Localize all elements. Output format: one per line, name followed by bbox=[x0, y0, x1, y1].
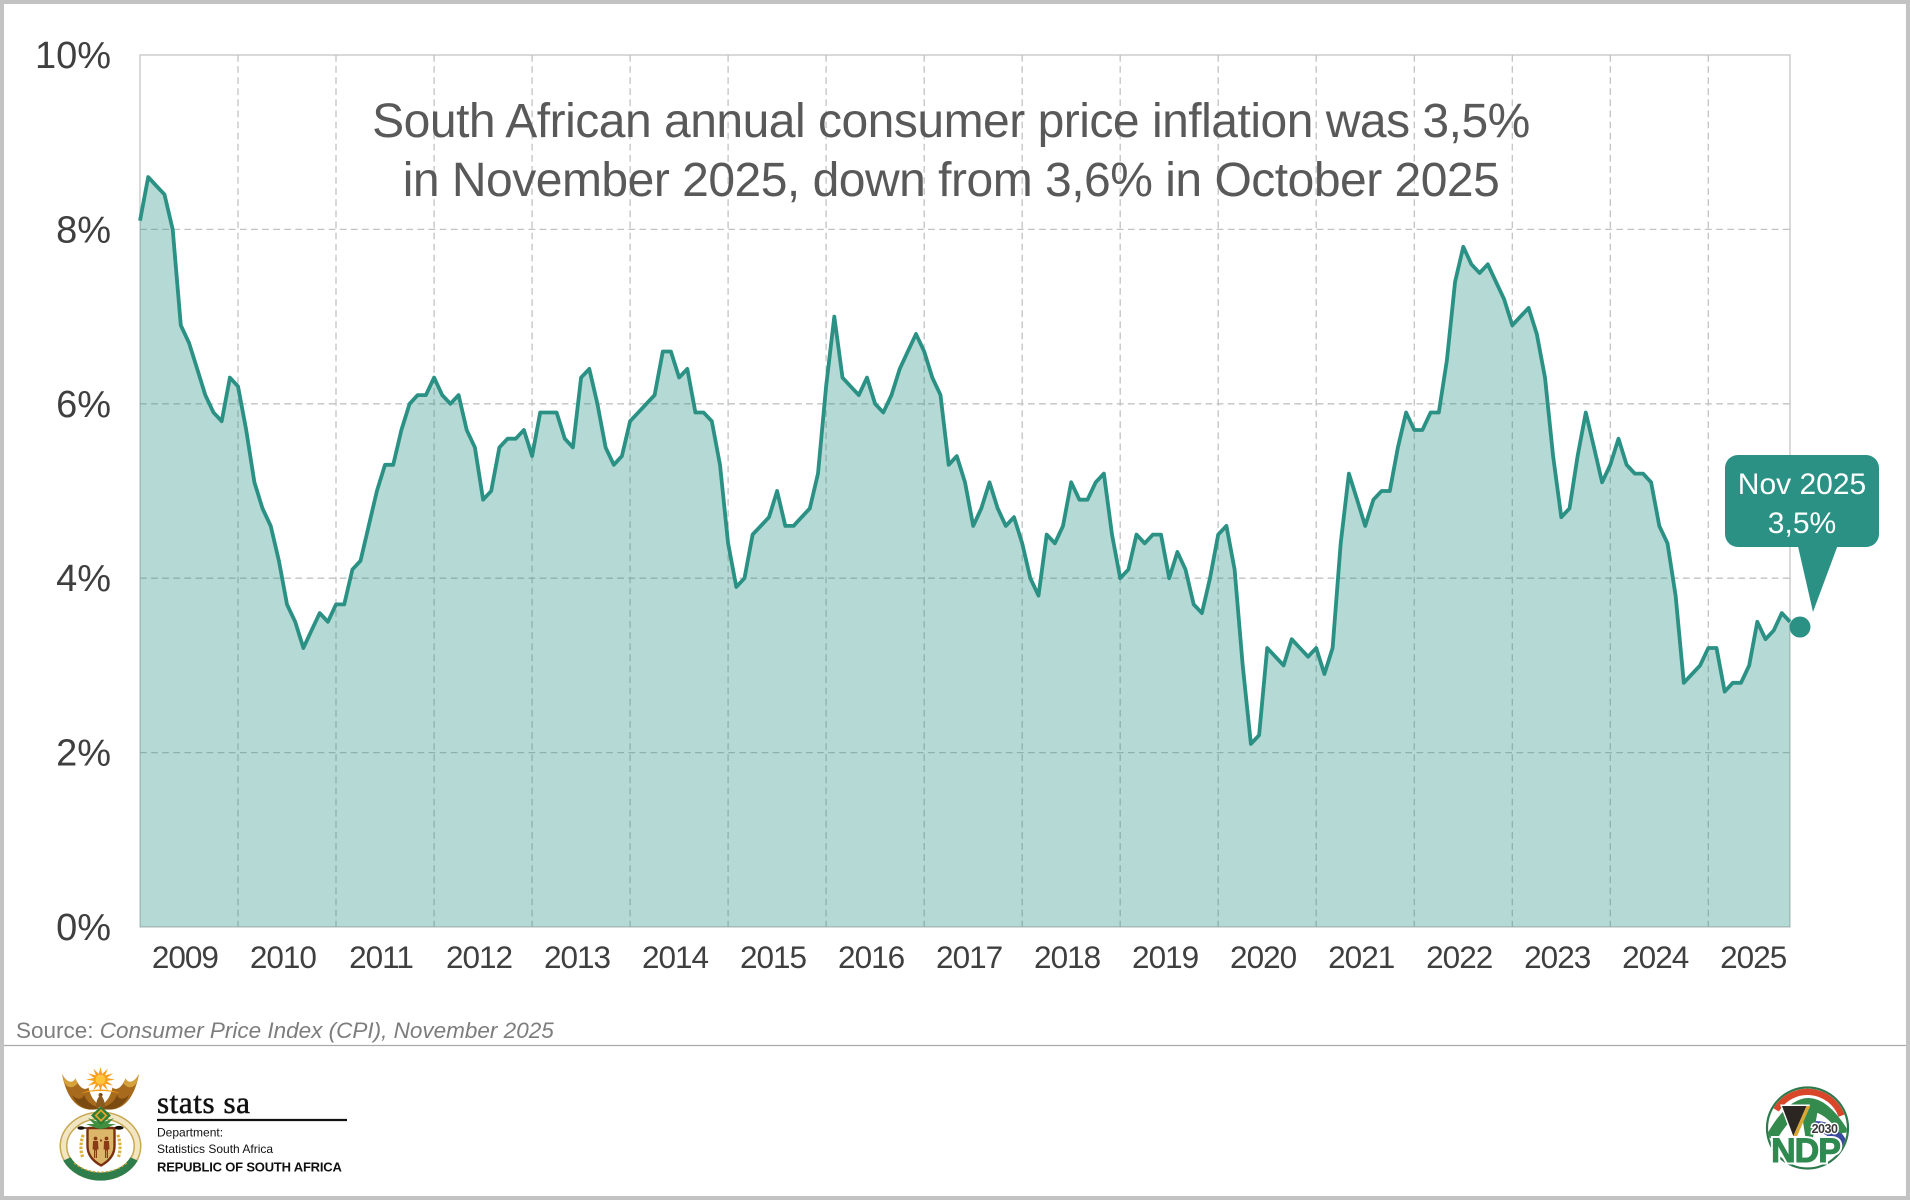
svg-text:2022: 2022 bbox=[1426, 939, 1492, 975]
svg-text:3,5%: 3,5% bbox=[1768, 507, 1836, 540]
svg-text:2019: 2019 bbox=[1132, 939, 1199, 975]
svg-text:2012: 2012 bbox=[446, 939, 512, 975]
svg-text:0%: 0% bbox=[56, 907, 111, 949]
svg-text:in November 2025, down from 3,: in November 2025, down from 3,6% in Octo… bbox=[403, 154, 1500, 207]
svg-text:2013: 2013 bbox=[544, 939, 611, 975]
svg-text:REPUBLIC OF SOUTH AFRICA: REPUBLIC OF SOUTH AFRICA bbox=[157, 1160, 342, 1175]
svg-text:2010: 2010 bbox=[250, 939, 317, 975]
svg-text:stats sa: stats sa bbox=[157, 1085, 251, 1120]
svg-text:2030: 2030 bbox=[1812, 1122, 1838, 1136]
svg-text:2025: 2025 bbox=[1720, 939, 1787, 975]
svg-text:Department:: Department: bbox=[157, 1126, 223, 1140]
svg-text:6%: 6% bbox=[56, 384, 111, 426]
svg-text:4%: 4% bbox=[56, 558, 111, 600]
svg-text:10%: 10% bbox=[35, 35, 111, 77]
svg-text:2023: 2023 bbox=[1524, 939, 1591, 975]
svg-text:Nov 2025: Nov 2025 bbox=[1738, 468, 1866, 501]
svg-text:2016: 2016 bbox=[838, 939, 905, 975]
svg-text:NDP: NDP bbox=[1771, 1132, 1840, 1170]
svg-text:2024: 2024 bbox=[1622, 939, 1689, 975]
svg-text:2017: 2017 bbox=[936, 939, 1002, 975]
svg-text:Statistics South Africa: Statistics South Africa bbox=[157, 1142, 273, 1156]
svg-text:2009: 2009 bbox=[152, 939, 219, 975]
svg-text:2011: 2011 bbox=[349, 939, 413, 975]
svg-text:2021: 2021 bbox=[1328, 939, 1394, 975]
svg-text:2015: 2015 bbox=[740, 939, 807, 975]
svg-text:2018: 2018 bbox=[1034, 939, 1101, 975]
svg-text:Source: Consumer Price Index (: Source: Consumer Price Index (CPI), Nove… bbox=[16, 1018, 554, 1043]
svg-text:South African annual consumer: South African annual consumer price infl… bbox=[372, 95, 1530, 148]
svg-text:2014: 2014 bbox=[642, 939, 709, 975]
svg-text:2020: 2020 bbox=[1230, 939, 1297, 975]
svg-text:2%: 2% bbox=[56, 733, 111, 775]
svg-text:8%: 8% bbox=[56, 209, 111, 251]
svg-text:NDP: NDP bbox=[1771, 1132, 1840, 1170]
